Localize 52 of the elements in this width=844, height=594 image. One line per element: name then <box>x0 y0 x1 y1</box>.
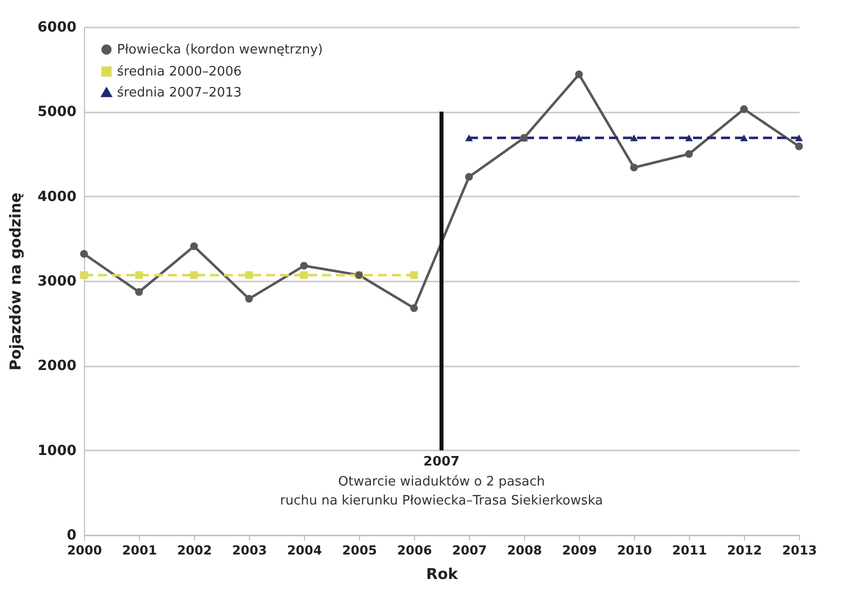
point <box>795 142 803 150</box>
x-tick-label: 2011 <box>672 542 707 558</box>
x-tick-label: 2004 <box>287 542 322 558</box>
x-tick-label: 2006 <box>397 542 432 558</box>
point <box>685 134 693 142</box>
x-tick-label: 2002 <box>177 542 212 558</box>
annotation: Otwarcie wiaduktów o 2 pasach ruchu na kierunku Płowiecka–Trasa Siekierkowska <box>280 474 604 508</box>
x-axis-title: Rok <box>426 565 459 583</box>
y-axis-title: Pojazdów na godzinę <box>6 192 25 370</box>
point <box>465 172 473 181</box>
point <box>410 304 418 312</box>
y-tick-label: 1000 <box>38 442 77 459</box>
x-tick-label: 2001 <box>122 542 157 558</box>
point <box>135 271 143 279</box>
point <box>245 271 253 279</box>
x-tick-label: 2008 <box>507 542 542 558</box>
y-tick-label: 3000 <box>38 274 77 290</box>
point <box>300 262 308 270</box>
point <box>795 134 803 142</box>
point <box>630 134 638 142</box>
x-tick-label: 2007 <box>452 542 487 558</box>
ref-line-label: 2007 <box>423 454 460 470</box>
point <box>575 70 583 78</box>
x-tick-label: 2010 <box>617 542 652 558</box>
point <box>465 134 473 142</box>
y-tick-label: 2000 <box>38 358 77 374</box>
y-tick-label: 6000 <box>38 20 77 36</box>
point <box>80 250 88 258</box>
legend-label: Płowiecka (kordon wewnętrzny) <box>117 42 323 58</box>
point <box>410 271 418 279</box>
point <box>685 150 693 158</box>
point <box>740 134 748 142</box>
point <box>135 288 143 296</box>
x-tick-label: 2005 <box>342 542 377 558</box>
y-tick-label: 4000 <box>38 188 77 205</box>
x-tick-label: 2009 <box>562 542 597 558</box>
point <box>190 242 198 250</box>
legend-label: średnia 2000–2006 <box>117 64 242 80</box>
point <box>575 134 583 142</box>
point <box>80 271 88 279</box>
legend-label: średnia 2007–2013 <box>117 86 242 100</box>
point <box>630 164 638 172</box>
point <box>245 294 253 303</box>
point <box>300 271 308 279</box>
point <box>740 105 748 113</box>
x-tick-label: 2013 <box>782 542 817 558</box>
y-tick-label: 5000 <box>38 104 77 120</box>
x-tick-label: 2003 <box>232 542 267 558</box>
y-tick-label: 0 <box>66 528 77 544</box>
point <box>190 271 198 279</box>
x-tick-label: 2000 <box>67 542 102 558</box>
x-tick-label: 2012 <box>727 542 762 558</box>
